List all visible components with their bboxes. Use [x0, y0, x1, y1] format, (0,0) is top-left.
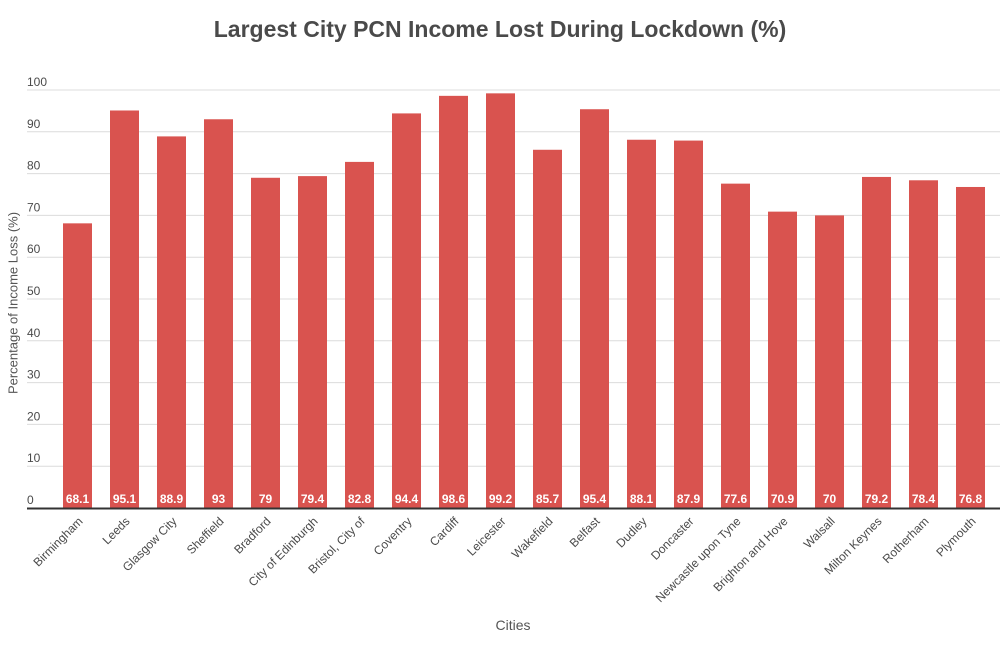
- bar: [157, 136, 186, 508]
- data-label: 88.1: [630, 492, 654, 506]
- x-tick-label: Cardiff: [427, 514, 462, 549]
- x-tick-label: Doncaster: [648, 514, 697, 563]
- data-label: 98.6: [442, 492, 466, 506]
- chart-title: Largest City PCN Income Lost During Lock…: [213, 16, 787, 42]
- y-tick-label: 70: [27, 200, 41, 214]
- x-tick-label: Walsall: [801, 514, 838, 551]
- bar: [815, 215, 844, 508]
- bar: [533, 149, 562, 509]
- bar: [298, 176, 327, 508]
- x-axis-title-text: Cities: [495, 617, 531, 633]
- y-tick-label: 10: [27, 451, 41, 465]
- data-label: 79: [259, 492, 273, 506]
- y-tick-label: 90: [27, 117, 41, 131]
- data-label: 94.4: [395, 492, 419, 506]
- bar: [251, 177, 280, 508]
- x-tick-label: Dudley: [613, 514, 649, 550]
- bar: [204, 119, 233, 508]
- y-tick-label: 50: [27, 284, 41, 298]
- y-tick-label: 30: [27, 368, 41, 382]
- x-tick-label: Bradford: [231, 514, 273, 556]
- x-tick-label: Coventry: [371, 514, 415, 558]
- bar: [580, 109, 609, 508]
- data-label: 79.2: [865, 492, 889, 506]
- data-label: 87.9: [677, 492, 701, 506]
- x-tick-label: Leeds: [100, 514, 133, 547]
- bar: [862, 176, 891, 508]
- bar: [110, 110, 139, 509]
- y-tick-label: 100: [27, 75, 47, 89]
- bar: [63, 223, 92, 509]
- data-label: 68.1: [66, 492, 90, 506]
- data-label: 82.8: [348, 492, 372, 506]
- data-label: 88.9: [160, 492, 184, 506]
- y-tick-label: 80: [27, 159, 41, 173]
- x-tick-label: Plymouth: [933, 514, 978, 559]
- y-tick-label: 20: [27, 409, 41, 423]
- x-tick-label: Belfast: [567, 514, 603, 550]
- data-labels: 68.1 95.1 88.9 93 79 79.4 82.8 94.4 98.6 99.2 85.7…: [66, 492, 983, 506]
- bar: [392, 113, 421, 509]
- data-label: 99.2: [489, 492, 513, 506]
- bar: [674, 140, 703, 508]
- data-label: 93: [212, 492, 226, 506]
- data-label: 78.4: [912, 492, 936, 506]
- data-label: 95.4: [583, 492, 607, 506]
- bar: [909, 180, 938, 508]
- x-tick-label: Leicester: [464, 514, 508, 558]
- bars: [63, 93, 985, 509]
- x-tick-label: Wakefield: [509, 514, 556, 561]
- bar: [486, 93, 515, 509]
- bar: [345, 161, 374, 508]
- bar: [956, 186, 985, 508]
- data-label: 85.7: [536, 492, 560, 506]
- x-tick-label: Birmingham: [30, 514, 85, 569]
- data-label: 70.9: [771, 492, 795, 506]
- bar: [768, 211, 797, 508]
- x-tick-label: Rotherham: [880, 514, 932, 566]
- data-label: 79.4: [301, 492, 325, 506]
- bar: [627, 139, 656, 508]
- data-label: 77.6: [724, 492, 748, 506]
- data-label: 70: [823, 492, 837, 506]
- bar: [721, 183, 750, 508]
- bar: [439, 95, 468, 509]
- data-label: 95.1: [113, 492, 137, 506]
- x-tick-label: Sheffield: [184, 514, 227, 557]
- data-label: 76.8: [959, 492, 983, 506]
- y-tick-label: 40: [27, 326, 41, 340]
- y-tick-label: 60: [27, 242, 41, 256]
- y-tick-label: 0: [27, 493, 34, 507]
- x-tick-label: Newcastle upon Tyne: [653, 514, 744, 605]
- y-axis-ticks: 0 10 20 30 40 50 60 70 80 90 100: [27, 75, 47, 507]
